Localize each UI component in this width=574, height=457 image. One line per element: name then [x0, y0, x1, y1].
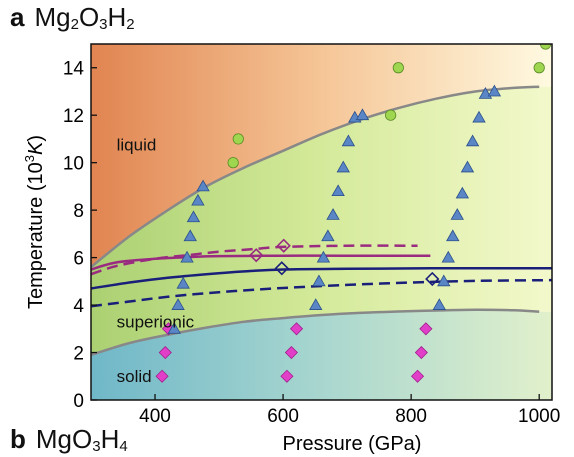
triangle-marker: [460, 160, 475, 173]
triangle-marker: [191, 193, 205, 206]
panel-a-letter: a: [10, 2, 25, 32]
triangle-marker: [450, 208, 464, 220]
triangle-marker: [432, 298, 447, 310]
navy-dashed-line: [91, 278, 552, 308]
y-tick-label: 0: [73, 391, 84, 412]
y-tick-label: 14: [63, 59, 85, 80]
triangle-marker: [455, 186, 470, 199]
triangle-marker: [171, 298, 185, 310]
triangle-marker: [355, 108, 370, 121]
panel-a-heading: a Mg2O3H2: [10, 2, 135, 33]
open-diamond-marker: [276, 238, 291, 253]
solid-diamond-marker: [289, 322, 304, 336]
x-tick-label: 1000: [518, 406, 560, 427]
solid-diamond-marker: [419, 322, 433, 336]
y-tick-label: 8: [73, 201, 84, 222]
open-diamond-marker: [425, 271, 440, 287]
y-tick-label: 10: [63, 154, 84, 175]
circle-marker: [539, 44, 552, 50]
triangle-marker: [437, 274, 451, 287]
solid-diamond-marker: [414, 345, 428, 360]
y-tick-label: 2: [73, 344, 84, 365]
superionic-region: [91, 86, 552, 355]
superionic-solid-boundary: [91, 308, 540, 357]
x-tick-label: 800: [395, 406, 427, 427]
solid-diamond-marker: [155, 369, 169, 383]
triangle-marker: [336, 160, 350, 173]
triangle-marker: [472, 110, 486, 123]
liquid-superionic-boundary: [91, 85, 540, 269]
triangle-marker: [446, 229, 460, 242]
open-diamond-marker: [274, 261, 289, 276]
panel-b-letter: b: [10, 424, 26, 454]
triangle-marker: [167, 321, 181, 334]
triangle-marker: [326, 208, 340, 220]
y-axis-label: Temperature (103K): [22, 135, 47, 309]
superionic-region-label: superionic: [117, 312, 195, 331]
solid-diamond-marker: [284, 345, 298, 360]
triangle-marker: [441, 250, 455, 263]
triangle-marker: [321, 229, 335, 242]
solid-diamond-marker: [410, 369, 425, 383]
circle-marker: [227, 157, 239, 169]
triangle-marker: [316, 250, 331, 263]
x-axis-label: Pressure (GPa): [283, 433, 422, 455]
circle-marker: [533, 62, 545, 74]
panel-a-formula: Mg2O3H2: [34, 2, 135, 33]
solid-region-label: solid: [117, 367, 152, 386]
liquid-region: [91, 44, 552, 268]
solid-diamond-marker: [280, 369, 294, 383]
triangle-marker: [186, 210, 201, 223]
y-tick-label: 12: [63, 106, 84, 127]
liquid-region-label: liquid: [117, 136, 157, 155]
solid-diamond-marker: [158, 345, 172, 360]
triangle-marker: [465, 134, 480, 147]
purple-solid-line: [91, 254, 431, 271]
triangle-marker: [176, 276, 190, 289]
triangle-marker: [309, 298, 323, 310]
triangle-marker: [331, 184, 345, 197]
y-tick-label: 4: [73, 296, 84, 317]
triangle-marker: [487, 84, 502, 97]
purple-dashed-line: [91, 244, 418, 276]
triangle-marker: [180, 250, 194, 263]
x-tick-label: 600: [267, 406, 299, 427]
triangle-marker: [196, 179, 210, 192]
navy-solid-line: [91, 266, 552, 290]
circle-marker: [385, 109, 397, 121]
triangle-marker: [183, 229, 197, 242]
triangle-marker: [312, 274, 326, 287]
solid-region: [91, 309, 552, 400]
circle-marker: [392, 62, 404, 74]
triangle-marker: [341, 134, 356, 147]
panel-b-heading: b MgO3H4: [10, 424, 128, 455]
plot-frame: [90, 43, 553, 401]
panel-b-formula: MgO3H4: [35, 424, 128, 455]
x-tick-label: 400: [139, 406, 171, 427]
circle-marker: [232, 133, 244, 145]
y-tick-label: 6: [73, 249, 84, 270]
open-diamond-marker: [249, 248, 264, 263]
